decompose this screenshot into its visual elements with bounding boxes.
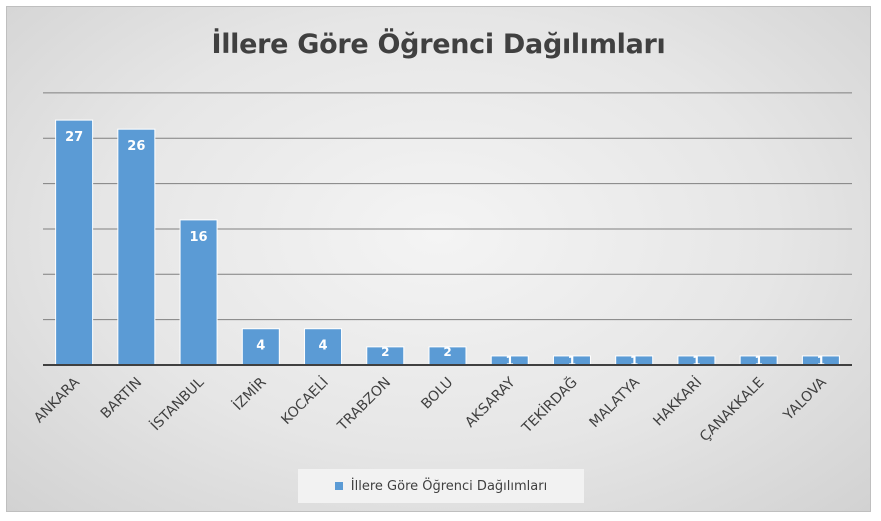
- data-label-malatya: 1: [630, 354, 638, 368]
- data-label-bolu: 2: [443, 345, 451, 359]
- x-tick-label-i̇zmi̇r: İZMİR: [229, 373, 270, 414]
- data-label-hakkari̇: 1: [692, 354, 700, 368]
- chart-plot-area: 27 ANKARA 26 BARTIN 16 İSTANBUL 4 İZMİR 4 KOCAELİ…: [31, 92, 852, 446]
- x-tick-label-i̇stanbul: İSTANBUL: [146, 373, 207, 434]
- x-tick-label-bolu: BOLU: [418, 375, 456, 413]
- x-tick-label-yalova: YALOVA: [780, 374, 830, 424]
- chart-legend: İllere Göre Öğrenci Dağılımları: [298, 469, 584, 503]
- bar-bartin: [117, 128, 156, 366]
- chart-frame: İllere Göre Öğrenci Dağılımları 27 ANKARA…: [6, 6, 871, 512]
- x-tick-label-kocaeli̇: KOCAELİ: [277, 373, 332, 428]
- data-label-aksaray: 1: [506, 354, 514, 368]
- data-label-teki̇rdağ: 1: [568, 354, 576, 368]
- data-label-trabzon: 2: [381, 345, 389, 359]
- bar-ankara: [55, 119, 94, 366]
- legend-swatch: [334, 482, 343, 490]
- legend-label: İllere Göre Öğrenci Dağılımları: [350, 478, 548, 494]
- data-label-bartin: 26: [127, 139, 145, 154]
- data-label-i̇zmi̇r: 4: [256, 339, 265, 354]
- x-tick-label-aksaray: AKSARAY: [462, 374, 519, 431]
- x-tick-label-teki̇rdağ: TEKİRDAĞ: [517, 373, 581, 437]
- x-tick-label-çanakkale: ÇANAKKALE: [697, 375, 768, 446]
- x-tick-label-trabzon: TRABZON: [334, 375, 394, 435]
- data-label-yalova: 1: [817, 354, 825, 368]
- data-label-çanakkale: 1: [754, 354, 762, 368]
- x-tick-label-ankara: ANKARA: [31, 374, 83, 426]
- data-label-kocaeli̇: 4: [319, 339, 328, 354]
- x-tick-label-malatya: MALATYA: [587, 374, 644, 431]
- bar-i̇stanbul: [179, 219, 218, 366]
- chart-title: İllere Göre Öğrenci Dağılımları: [211, 29, 666, 60]
- data-label-ankara: 27: [65, 130, 83, 145]
- data-label-i̇stanbul: 16: [190, 230, 208, 245]
- x-tick-label-hakkari̇: HAKKARİ: [649, 373, 705, 429]
- x-tick-label-bartin: BARTIN: [98, 375, 145, 422]
